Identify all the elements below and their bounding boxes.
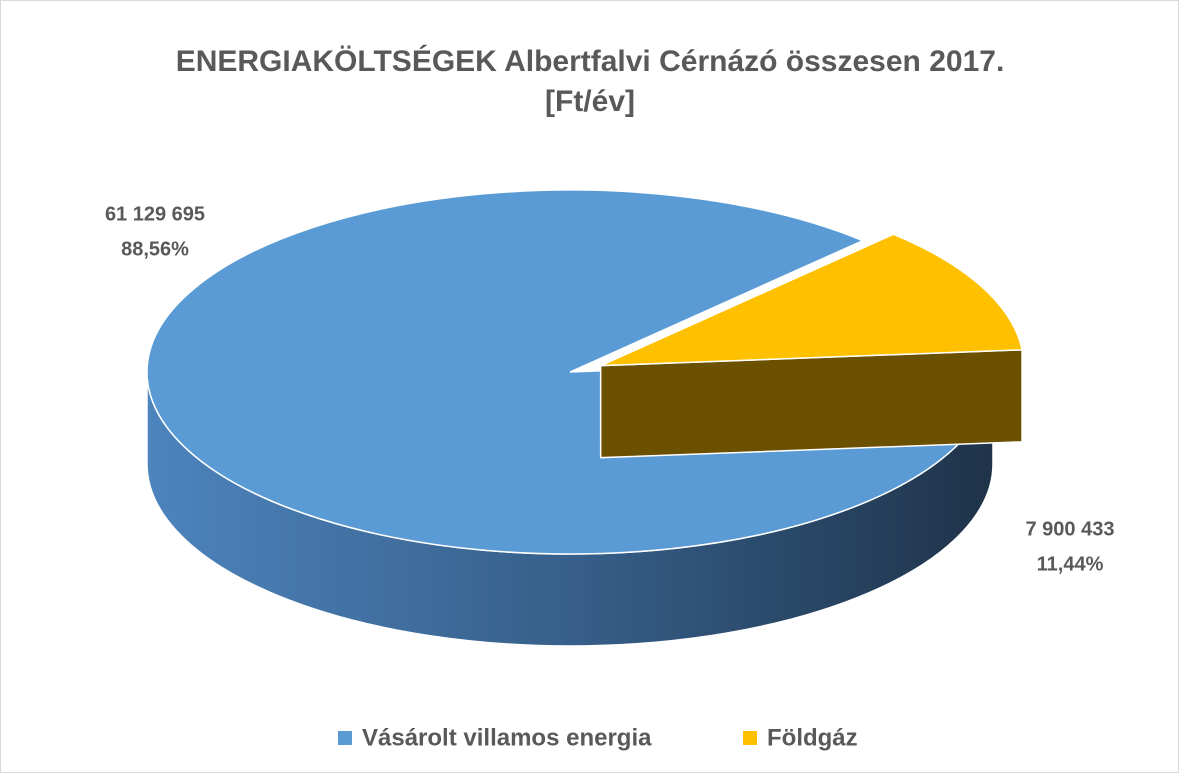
legend-swatch [743,731,757,745]
slice [146,189,994,555]
data-label: 7 900 433 [1026,518,1115,540]
percent-label: 11,44% [1037,553,1104,575]
slice [600,233,1023,367]
chart-title: ENERGIAKÖLTSÉGEK Albertfalvi Cérnázó öss… [176,44,1005,78]
chart-subtitle: [Ft/év] [545,85,635,118]
legend-label: Földgáz [767,724,858,751]
slice-wall [599,349,1023,459]
legend-swatch [338,731,352,745]
data-label: 61 129 695 [105,203,205,225]
legend-label: Vásárolt villamos energia [362,724,652,751]
percent-label: 88,56% [121,238,189,260]
